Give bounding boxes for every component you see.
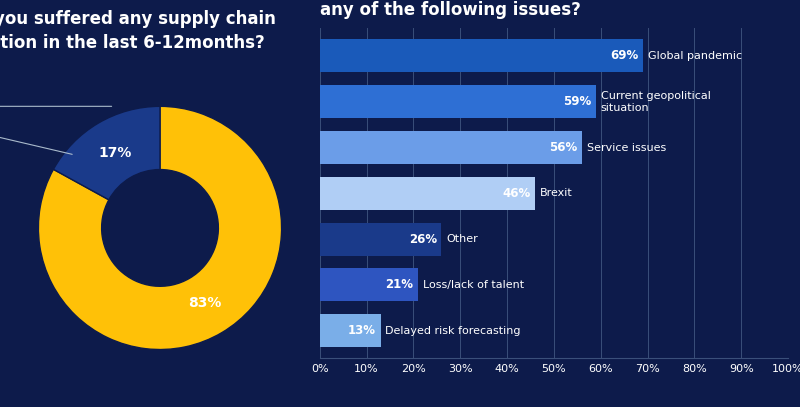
Text: 59%: 59% [563, 95, 591, 108]
Text: Delayed risk forecasting: Delayed risk forecasting [386, 326, 521, 336]
Text: Current geopolitical
situation: Current geopolitical situation [601, 91, 710, 113]
Text: Loss/lack of talent: Loss/lack of talent [422, 280, 524, 290]
Bar [320, 39, 643, 72]
Text: 46%: 46% [502, 187, 530, 200]
Bar [320, 314, 381, 347]
Text: If yes, was this disruption caused by
any of the following issues?: If yes, was this disruption caused by an… [320, 0, 662, 19]
Wedge shape [54, 106, 160, 200]
Text: Other: Other [446, 234, 478, 244]
Text: 69%: 69% [610, 50, 638, 62]
Bar [320, 223, 442, 256]
Wedge shape [38, 106, 282, 350]
Text: 56%: 56% [549, 141, 578, 154]
Bar [320, 131, 582, 164]
Text: 83%: 83% [188, 296, 222, 310]
Bar [320, 269, 418, 302]
Text: 13%: 13% [348, 324, 376, 337]
Text: Service issues: Service issues [586, 142, 666, 153]
Text: 21%: 21% [386, 278, 414, 291]
Text: 26%: 26% [409, 233, 437, 245]
Text: 17%: 17% [98, 146, 132, 160]
Bar [320, 177, 535, 210]
Text: Have you suffered any supply chain
disruption in the last 6-12months?: Have you suffered any supply chain disru… [0, 10, 276, 52]
Text: Brexit: Brexit [540, 188, 573, 198]
Text: Global pandemic: Global pandemic [647, 51, 742, 61]
Bar [320, 85, 596, 118]
